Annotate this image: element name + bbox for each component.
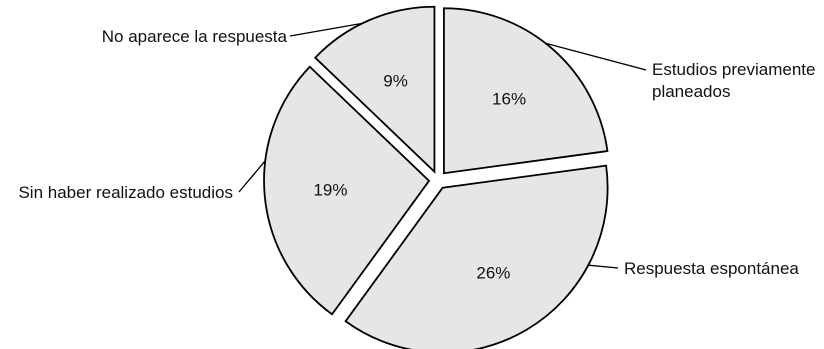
leader-line — [588, 264, 619, 269]
leader-line — [545, 42, 647, 71]
pie-slice — [443, 7, 609, 175]
leader-line — [238, 160, 266, 193]
slice-category-label: Estudios previamente planeados — [652, 60, 815, 101]
leader-line — [289, 22, 363, 37]
slice-percent-label: 26% — [476, 264, 510, 283]
slice-percent-label: 16% — [492, 90, 526, 109]
slice-category-label: Sin haber realizado estudios — [18, 183, 233, 202]
pie-slice — [344, 164, 609, 349]
pie-slice — [313, 5, 436, 174]
slice-category-label: Respuesta espontánea — [624, 259, 799, 278]
slice-percent-label: 19% — [313, 181, 347, 200]
slice-percent-label: 9% — [383, 72, 408, 91]
slice-category-label: No aparece la respuesta — [102, 27, 288, 46]
pie-slice — [263, 65, 431, 316]
